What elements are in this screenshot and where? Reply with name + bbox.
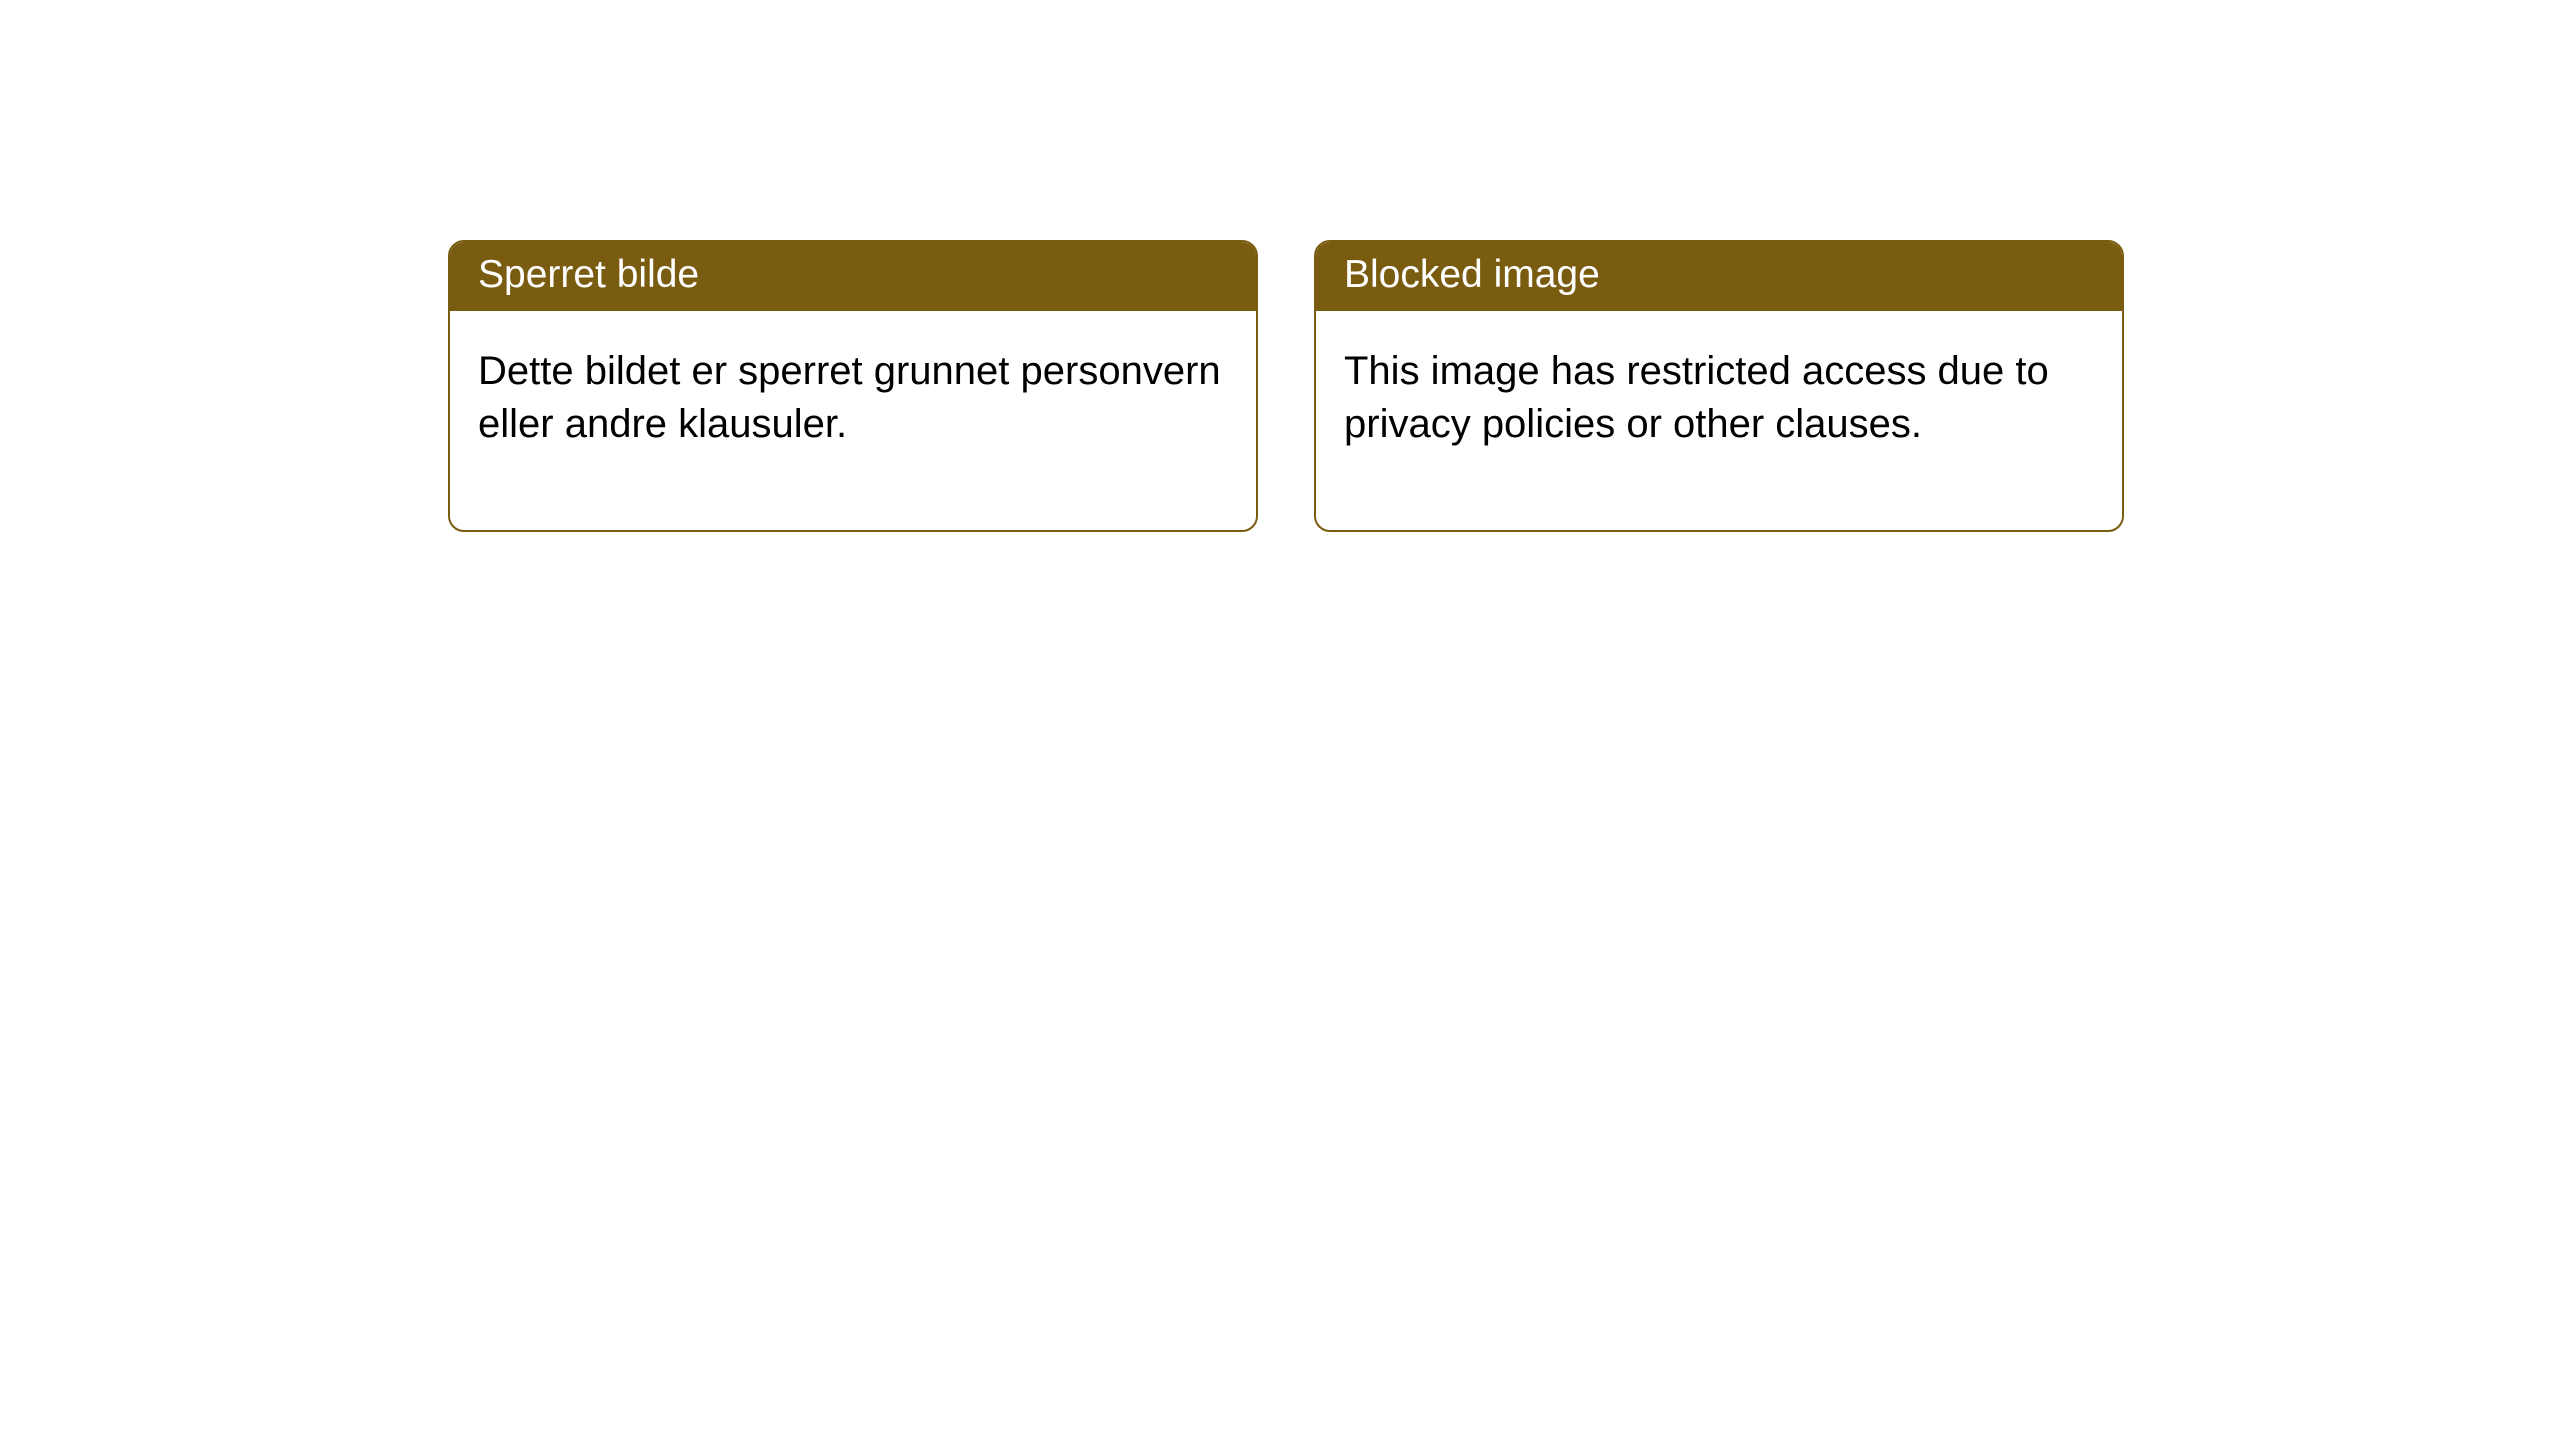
notice-card-norwegian: Sperret bilde Dette bildet er sperret gr…: [448, 240, 1258, 532]
notice-body-text: This image has restricted access due to …: [1316, 311, 2122, 531]
notice-container: Sperret bilde Dette bildet er sperret gr…: [0, 0, 2560, 532]
notice-title: Blocked image: [1316, 242, 2122, 311]
notice-title: Sperret bilde: [450, 242, 1256, 311]
notice-body-text: Dette bildet er sperret grunnet personve…: [450, 311, 1256, 531]
notice-card-english: Blocked image This image has restricted …: [1314, 240, 2124, 532]
